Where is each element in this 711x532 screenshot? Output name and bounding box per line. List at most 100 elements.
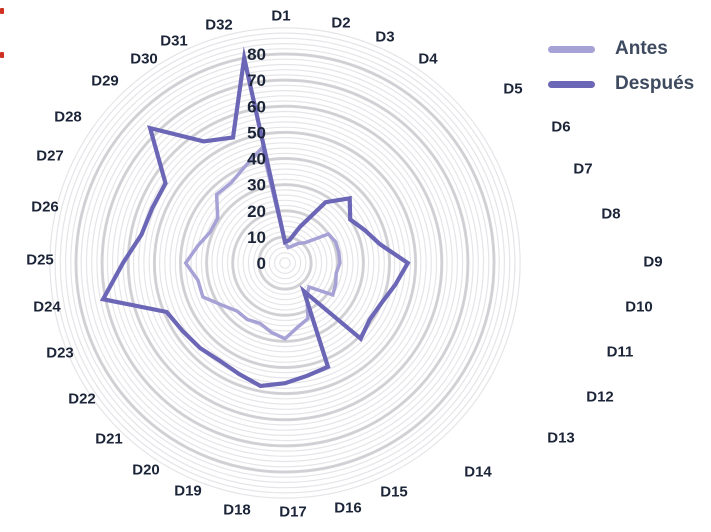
grid-ring-minor — [211, 189, 359, 337]
category-label-D13: D13 — [547, 430, 575, 447]
category-label-D7: D7 — [573, 161, 592, 178]
grid-ring-major — [152, 130, 418, 396]
grid-ring-minor — [85, 63, 485, 463]
legend-label-despues: Después — [615, 73, 695, 94]
grid-ring-minor — [59, 37, 511, 489]
category-label-D17: D17 — [279, 504, 307, 521]
grid-ring-minor — [159, 137, 412, 390]
category-label-D23: D23 — [46, 345, 74, 362]
legend-item-antes: Antes — [548, 38, 694, 60]
despues-line-swatch — [548, 80, 595, 88]
series-antes-line — [183, 144, 342, 341]
grid-ring-minor — [274, 252, 297, 275]
category-label-D12: D12 — [586, 389, 614, 406]
category-label-D22: D22 — [68, 391, 96, 408]
category-label-D1: D1 — [271, 8, 290, 25]
radial-tick-label-60: 60 — [247, 97, 266, 116]
grid-ring-minor — [96, 74, 474, 452]
category-label-D28: D28 — [54, 109, 82, 126]
category-label-D4: D4 — [418, 51, 438, 68]
category-label-D32: D32 — [205, 17, 233, 34]
radial-tick-label-10: 10 — [247, 228, 266, 247]
grid-ring-minor — [70, 48, 500, 478]
grid-ring-minor — [91, 69, 479, 457]
grid-ring-major — [205, 183, 365, 343]
grid-ring-minor — [169, 147, 401, 379]
radial-tick-label-80: 80 — [247, 45, 266, 64]
category-label-D16: D16 — [334, 500, 362, 517]
grid-ring-minor — [263, 241, 307, 285]
grid-ring-minor — [268, 246, 302, 280]
grid-ring-minor — [117, 95, 453, 431]
category-label-D14: D14 — [464, 464, 492, 481]
grid-ring-minor — [54, 32, 516, 494]
grid-ring-minor — [148, 126, 422, 400]
grid-ring-minor — [143, 121, 427, 405]
grid-ring-minor — [195, 173, 375, 353]
grid-ring-minor — [190, 168, 380, 358]
radial-tick-label-50: 50 — [247, 123, 266, 142]
radial-tick-label-20: 20 — [247, 202, 266, 221]
category-label-D8: D8 — [601, 206, 620, 223]
category-labels: D1 D2 D3 D4 D5 D6 D7 D8 D9 D10 D11 D12 D13 D14 D15 D16 D… — [26, 8, 662, 521]
category-label-D21: D21 — [95, 431, 123, 448]
category-label-D3: D3 — [375, 29, 394, 46]
category-label-D2: D2 — [331, 15, 350, 32]
grid-ring-minor — [226, 204, 344, 322]
radial-tick-labels: 0 10 20 30 40 50 60 70 80 — [247, 45, 266, 273]
grid-ring-minor — [216, 194, 354, 332]
category-label-D11: D11 — [607, 344, 634, 361]
grid-ring-minor — [247, 225, 323, 301]
category-label-D26: D26 — [31, 199, 59, 216]
radial-tick-label-30: 30 — [247, 176, 266, 195]
grid-ring-minor — [253, 231, 317, 295]
category-label-D24: D24 — [33, 299, 61, 316]
grid-ring-major — [231, 209, 339, 317]
radial-tick-label-40: 40 — [247, 150, 266, 169]
grid-ring-minor — [80, 58, 490, 468]
category-label-D30: D30 — [130, 51, 158, 68]
grid-ring-minor — [237, 215, 333, 311]
grid-ring-minor — [49, 27, 521, 499]
category-label-D6: D6 — [551, 119, 570, 136]
grid-ring-minor — [132, 110, 438, 416]
series-despues-line — [99, 46, 411, 389]
grid-ring-minor — [279, 257, 291, 269]
grid-ring-minor — [65, 43, 505, 483]
grid-ring-minor — [101, 79, 469, 447]
category-label-D5: D5 — [503, 81, 522, 98]
grid-ring-major — [179, 157, 391, 369]
radial-tick-label-0: 0 — [257, 254, 266, 273]
radial-tick-label-70: 70 — [247, 71, 266, 90]
category-label-D10: D10 — [625, 299, 653, 316]
legend-label-antes: Antes — [615, 38, 668, 59]
legend-item-despues: Después — [548, 73, 694, 95]
category-label-D15: D15 — [380, 484, 408, 501]
category-label-D31: D31 — [160, 33, 188, 50]
grid-ring-minor — [138, 116, 432, 410]
legend: Antes Después — [548, 38, 694, 95]
grid-ring-minor — [200, 178, 370, 348]
category-label-D27: D27 — [36, 148, 64, 165]
grid-ring-major — [100, 78, 470, 448]
category-label-D18: D18 — [223, 502, 251, 519]
category-label-D25: D25 — [26, 252, 54, 269]
grid-rings — [49, 27, 521, 499]
antes-line-swatch — [548, 45, 595, 53]
grid-ring-minor — [221, 199, 349, 327]
red-edge-artifact — [0, 52, 4, 58]
category-label-D19: D19 — [174, 483, 202, 500]
category-label-D20: D20 — [132, 462, 160, 479]
category-label-D29: D29 — [91, 73, 119, 90]
red-edge-artifact — [0, 8, 4, 14]
grid-ring-major — [126, 104, 444, 422]
category-label-D9: D9 — [643, 254, 662, 271]
grid-ring-major — [74, 52, 496, 474]
grid-ring-minor — [106, 84, 464, 442]
grid-ring-minor — [242, 220, 328, 306]
grid-ring-minor — [122, 100, 448, 426]
grid-ring-minor — [174, 152, 396, 374]
grid-ring-minor — [112, 90, 458, 436]
